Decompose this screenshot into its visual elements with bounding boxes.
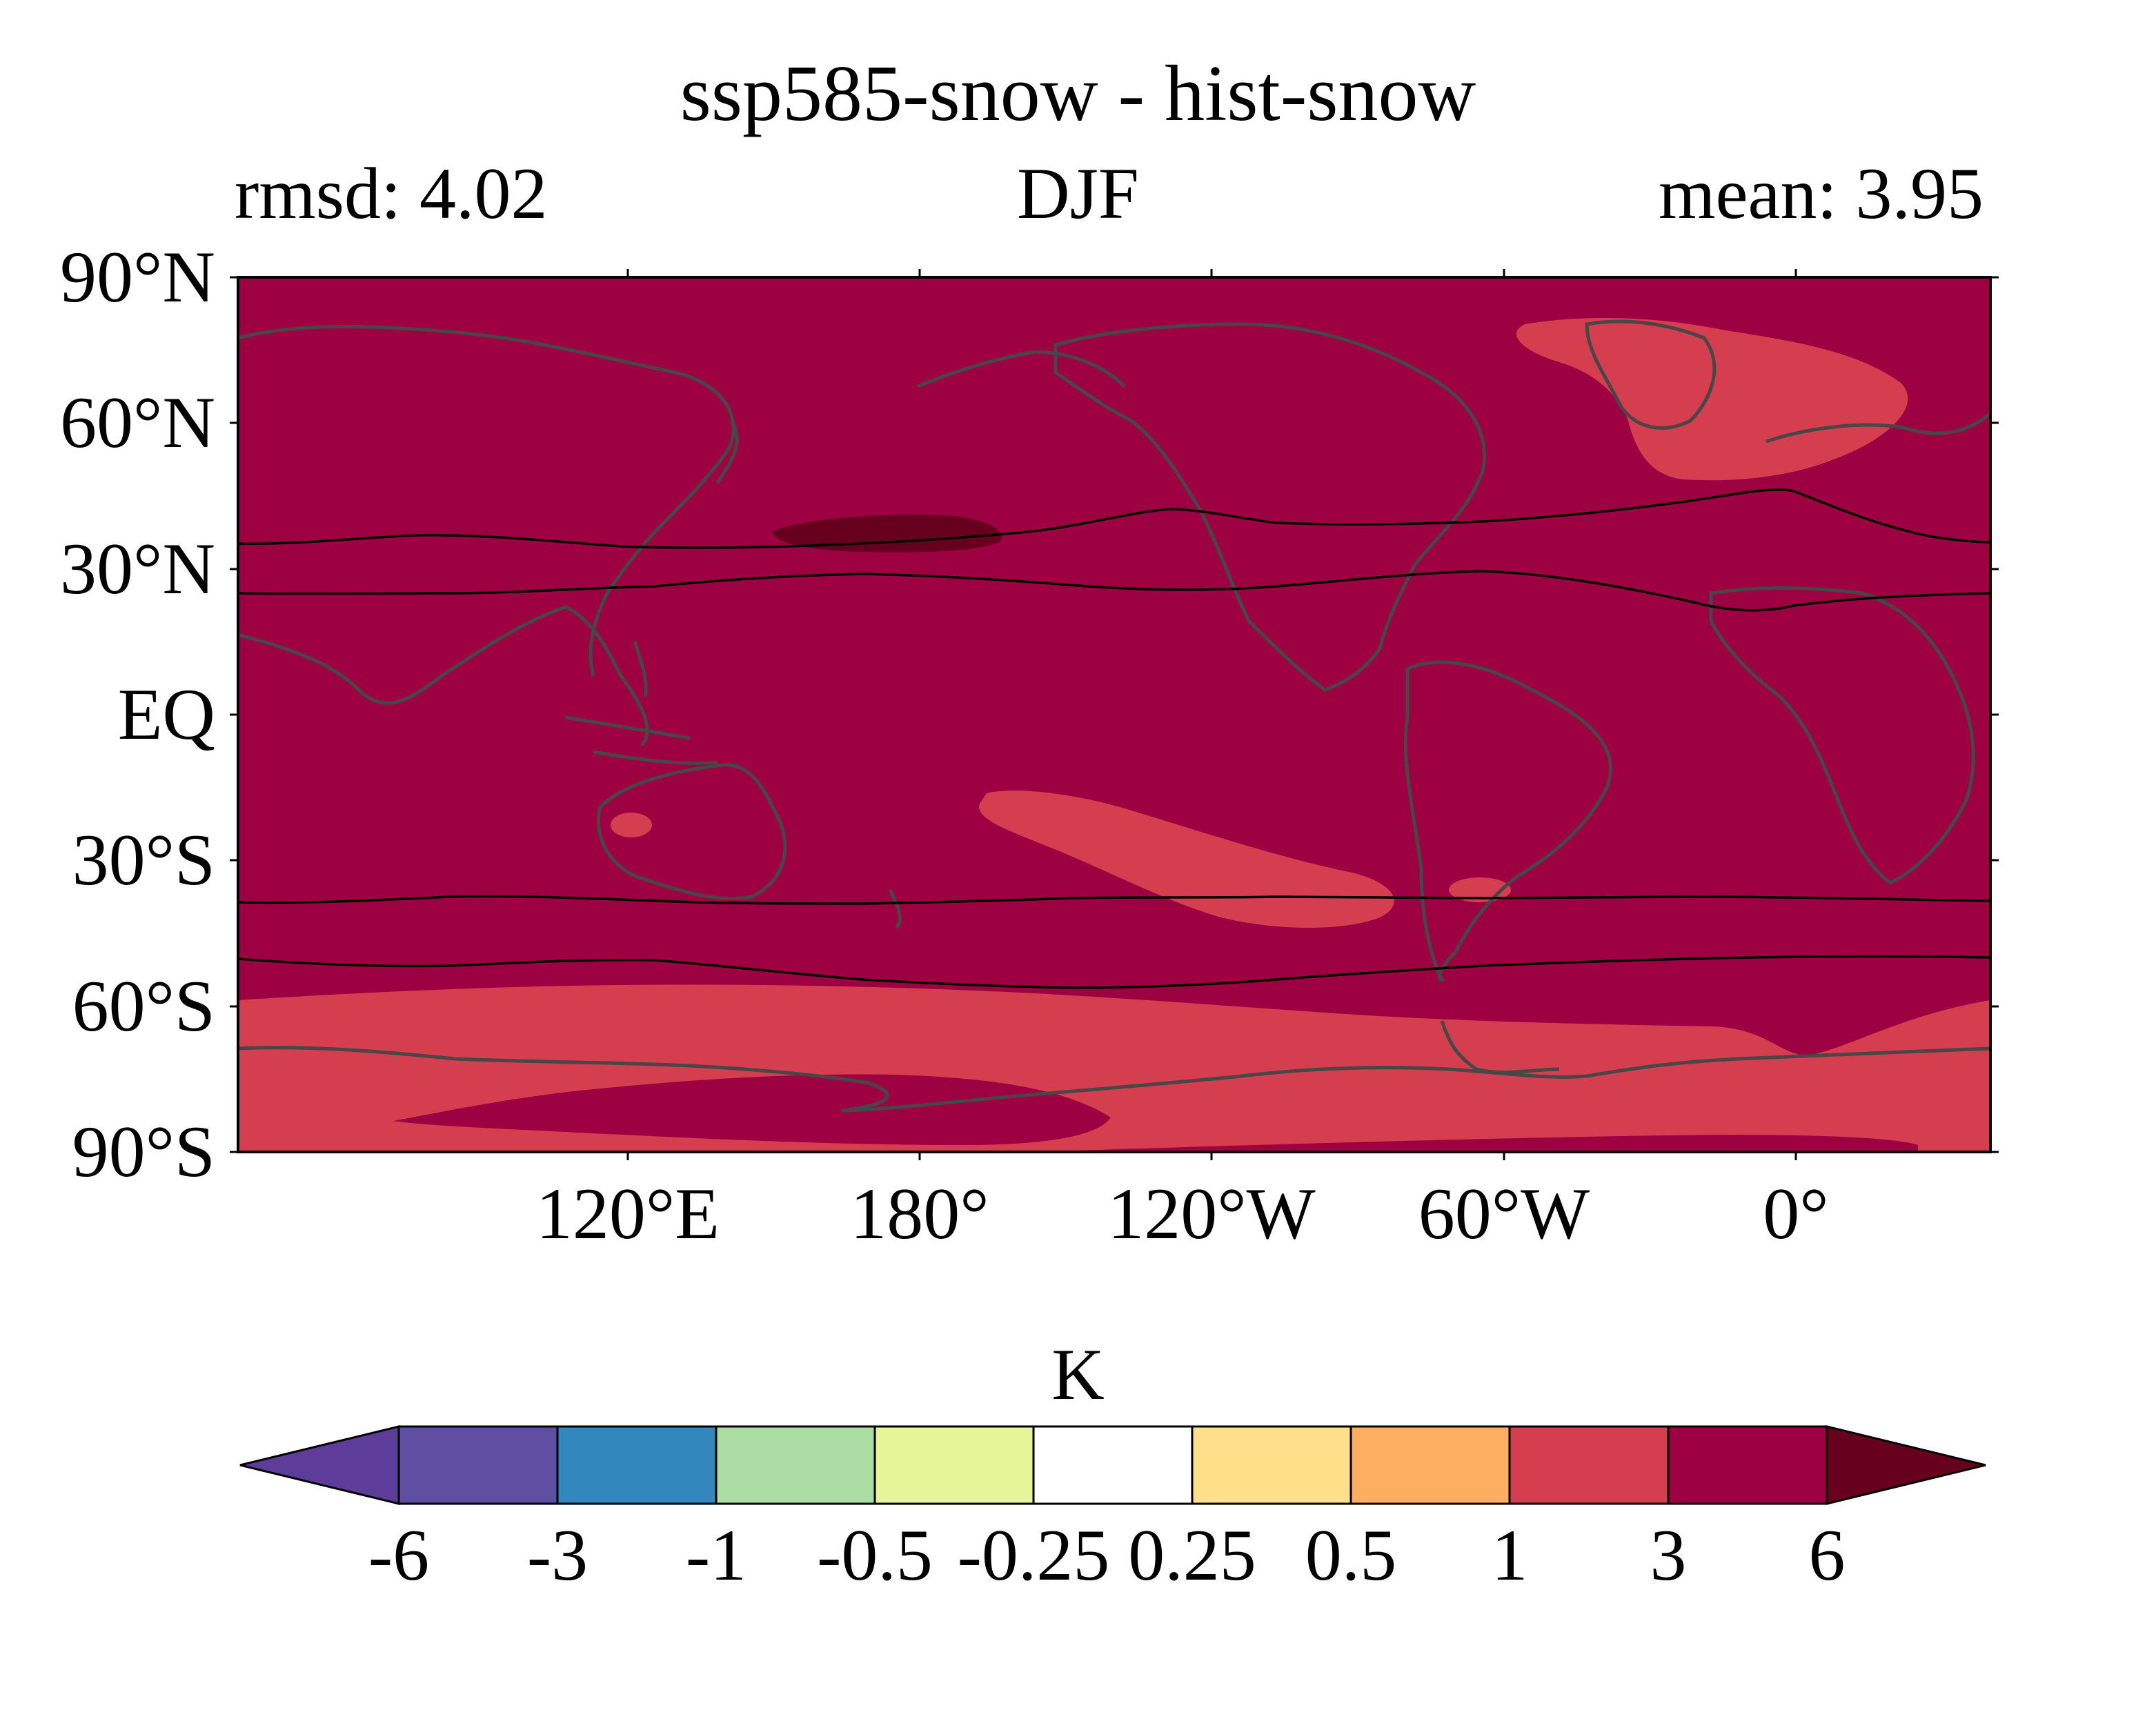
colorbar-unit-label: K: [1051, 1334, 1105, 1415]
lat-label-90n: 90°N: [60, 237, 215, 317]
colorbar: [239, 1425, 1986, 1505]
rmsd-label: rmsd: 4.02: [235, 153, 548, 234]
region-antarctic-inner: [393, 1074, 1111, 1145]
lon-label-60w: 60°W: [1418, 1173, 1590, 1254]
region-north-pacific-max: [773, 515, 1002, 553]
region-australia: [611, 813, 652, 837]
coastline-australia: [596, 763, 787, 901]
colorbar-segment: [1191, 1425, 1352, 1505]
coastline-antarctica: [238, 1046, 1990, 1113]
lon-ticks: [626, 269, 1797, 1160]
lat-label-30s: 30°S: [72, 819, 215, 900]
colorbar-tick-label: -0.5: [817, 1515, 933, 1595]
colorbar-segment: [397, 1425, 559, 1505]
colorbar-tick-labels: -6 -3 -1 -0.5 -0.25 0.25 0.5 1 3 6: [368, 1515, 1846, 1595]
colorbar-tick-label: -1: [686, 1515, 746, 1595]
coastline-north-america: [1054, 322, 1486, 692]
colorbar-segment: [1508, 1425, 1670, 1505]
coastline-greenland: [1585, 319, 1717, 430]
colorbar-tick-label: 6: [1809, 1515, 1846, 1595]
mean-label: mean: 3.95: [1659, 153, 1984, 234]
contour-nh-2: [238, 570, 1990, 612]
coastline-south-asia: [238, 605, 649, 746]
colorbar-segment: [873, 1425, 1035, 1505]
region-south-pacific: [979, 791, 1394, 928]
map-title: ssp585-snow - hist-snow: [680, 50, 1476, 138]
lon-tick-labels: 120°E 180° 120°W 60°W 0°: [536, 1173, 1829, 1254]
colorbar-tick-label: 0.25: [1128, 1515, 1256, 1595]
colorbar-segment: [1667, 1425, 1828, 1505]
colorbar-extend-max: [1826, 1425, 1986, 1505]
colorbar-tick-label: 3: [1650, 1515, 1687, 1595]
colorbar-segment: [556, 1425, 718, 1505]
lon-label-120w: 120°W: [1107, 1173, 1315, 1254]
coastline-asia: [238, 324, 735, 677]
map-field-regions: [238, 317, 1990, 1152]
lon-label-0: 0°: [1763, 1173, 1828, 1254]
coastline-antarctic-peninsula: [1440, 1020, 1560, 1074]
colorbar-segment: [1032, 1425, 1194, 1505]
coastline-alaska: [917, 350, 1126, 388]
lat-label-90s: 90°S: [72, 1111, 215, 1192]
lat-label-eq: EQ: [118, 674, 215, 755]
colorbar-tick-label: 1: [1492, 1515, 1528, 1595]
region-north-atlantic: [1516, 317, 1908, 481]
colorbar-tick-label: 0.5: [1305, 1515, 1397, 1595]
lat-label-30n: 30°N: [60, 528, 215, 609]
contour-sh-2: [238, 955, 1990, 989]
coastline-south-america: [1403, 660, 1612, 982]
colorbar-segment: [1349, 1425, 1511, 1505]
coastline-africa: [1709, 586, 1975, 885]
coastline-indonesia: [565, 641, 718, 765]
lon-label-120e: 120°E: [536, 1173, 720, 1254]
colorbar-tick-label: -3: [527, 1515, 588, 1595]
colorbar-extend-min: [239, 1425, 400, 1505]
lon-label-180: 180°: [850, 1173, 989, 1254]
lat-label-60s: 60°S: [72, 966, 215, 1046]
colorbar-tick-label: -0.25: [958, 1515, 1110, 1595]
season-label: DJF: [1017, 153, 1139, 234]
region-antarctic-rim: [1035, 1135, 1918, 1152]
colorbar-segment: [715, 1425, 876, 1505]
lat-tick-labels: 90°N 60°N 30°N EQ 30°S 60°S 90°S: [60, 237, 215, 1192]
coastlines: [238, 319, 1990, 1113]
coastline-japan: [715, 419, 739, 484]
lat-ticks: [230, 276, 1999, 1153]
colorbar-tick-label: -6: [368, 1515, 429, 1595]
lat-label-60n: 60°N: [60, 382, 215, 463]
contour-nh-1: [238, 488, 1990, 549]
contour-sh-1: [238, 895, 1990, 905]
coastline-new-zealand: [888, 888, 902, 929]
coastline-europe: [1766, 412, 1990, 444]
contour-lines: [238, 488, 1990, 989]
